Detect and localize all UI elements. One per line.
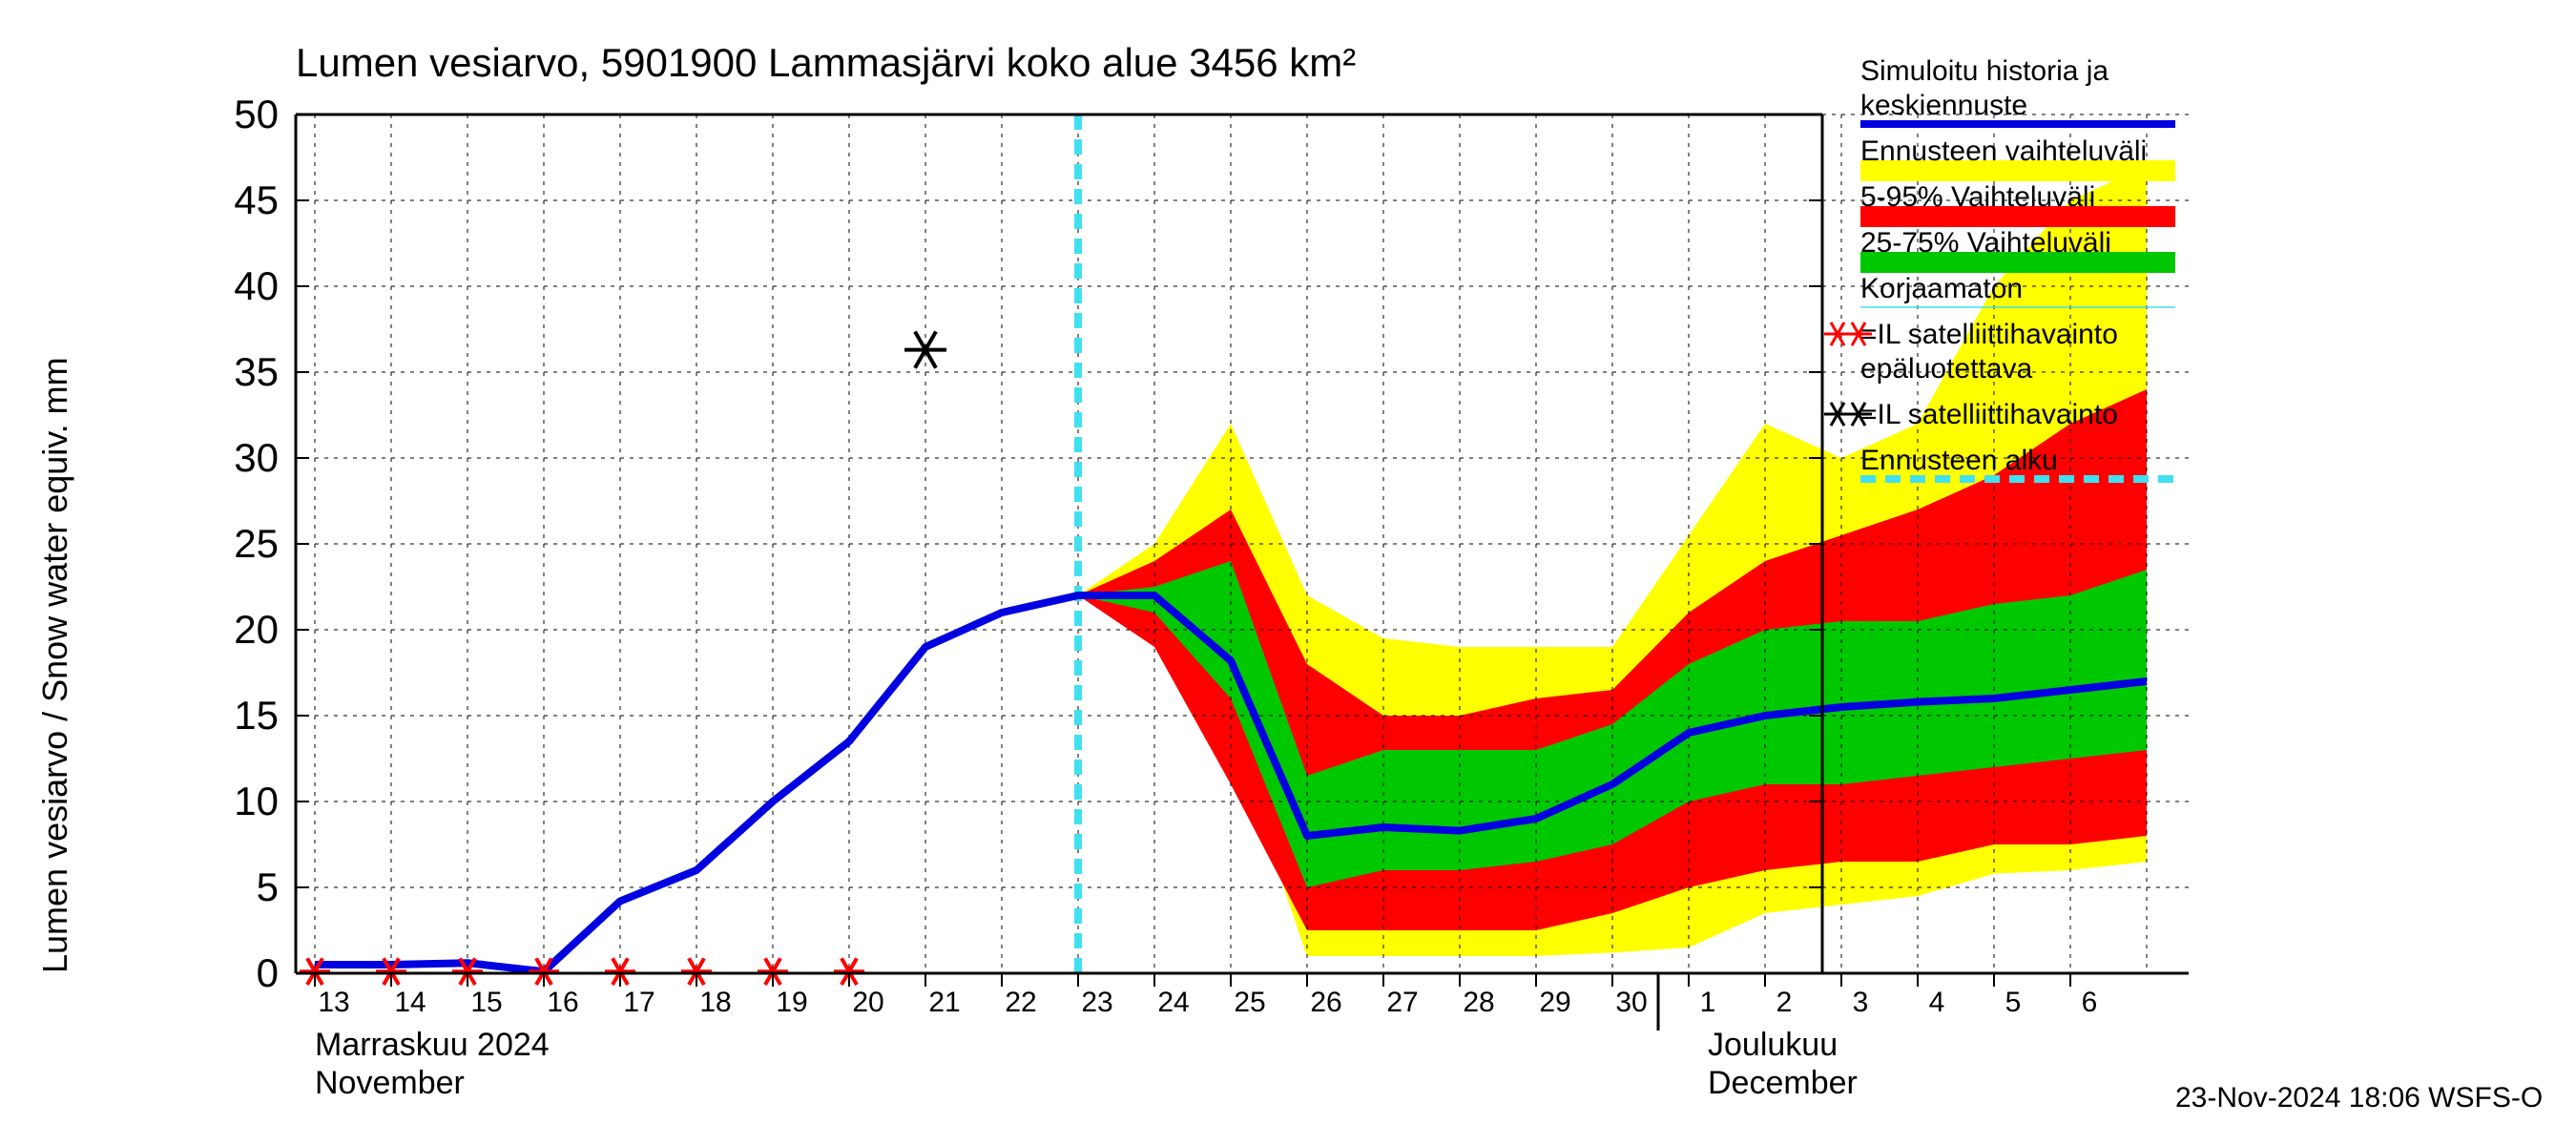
x-tick-label: 5 — [2005, 987, 2022, 1018]
x-tick-label: 18 — [699, 987, 731, 1018]
x-tick-label: 26 — [1310, 987, 1341, 1018]
x-tick-label: 15 — [470, 987, 502, 1018]
legend-label: Korjaamaton — [1860, 273, 2023, 304]
legend-label: =IL satelliittihavainto — [1860, 319, 2118, 350]
y-tick-label: 15 — [234, 693, 279, 738]
y-tick-label: 5 — [257, 864, 279, 909]
footer-timestamp: 23-Nov-2024 18:06 WSFS-O — [2175, 1082, 2543, 1114]
month2-en: December — [1708, 1065, 1858, 1101]
legend-label: =IL satelliittihavainto — [1860, 399, 2118, 430]
x-tick-label: 24 — [1157, 987, 1189, 1018]
x-tick-label: 28 — [1463, 987, 1494, 1018]
month1-fi: Marraskuu 2024 — [315, 1027, 550, 1063]
x-tick-label: 19 — [776, 987, 807, 1018]
legend-label: Ennusteen vaihteluväli — [1860, 135, 2147, 167]
y-tick-label: 0 — [257, 950, 279, 995]
x-tick-label: 1 — [1700, 987, 1716, 1018]
x-tick-label: 30 — [1615, 987, 1647, 1018]
legend-label: keskiennuste — [1860, 90, 2027, 121]
x-tick-label: 25 — [1234, 987, 1265, 1018]
legend-label: Ennusteen alku — [1860, 445, 2058, 476]
x-tick-label: 23 — [1081, 987, 1112, 1018]
x-tick-label: 21 — [928, 987, 960, 1018]
x-tick-label: 27 — [1386, 987, 1418, 1018]
y-tick-label: 45 — [234, 177, 279, 222]
legend-label: epäluotettava — [1860, 353, 2032, 385]
x-tick-label: 6 — [2082, 987, 2098, 1018]
y-tick-label: 20 — [234, 607, 279, 652]
x-tick-label: 20 — [852, 987, 883, 1018]
x-tick-label: 14 — [394, 987, 426, 1018]
y-axis-label: Lumen vesiarvo / Snow water equiv. mm — [35, 357, 74, 973]
month2-fi: Joulukuu — [1708, 1027, 1838, 1063]
month1-en: November — [315, 1065, 465, 1101]
x-tick-label: 3 — [1853, 987, 1869, 1018]
chart-root: 0510152025303540455013141516171819202122… — [0, 0, 2576, 1145]
x-tick-label: 29 — [1539, 987, 1570, 1018]
x-tick-label: 4 — [1929, 987, 1945, 1018]
y-tick-label: 25 — [234, 521, 279, 566]
y-tick-label: 50 — [234, 92, 279, 136]
y-tick-label: 35 — [234, 349, 279, 394]
legend-label: 5-95% Vaihteluväli — [1860, 181, 2095, 213]
chart-title: Lumen vesiarvo, 5901900 Lammasjärvi koko… — [296, 40, 1356, 85]
x-tick-label: 17 — [623, 987, 654, 1018]
x-tick-label: 13 — [318, 987, 349, 1018]
chart-svg: 0510152025303540455013141516171819202122… — [0, 0, 2576, 1145]
y-tick-label: 30 — [234, 435, 279, 480]
legend-label: 25-75% Vaihteluväli — [1860, 227, 2111, 259]
y-tick-label: 40 — [234, 263, 279, 308]
x-tick-label: 22 — [1005, 987, 1036, 1018]
legend-label: Simuloitu historia ja — [1860, 55, 2109, 87]
x-tick-label: 16 — [547, 987, 578, 1018]
y-tick-label: 10 — [234, 779, 279, 823]
x-tick-label: 2 — [1776, 987, 1793, 1018]
